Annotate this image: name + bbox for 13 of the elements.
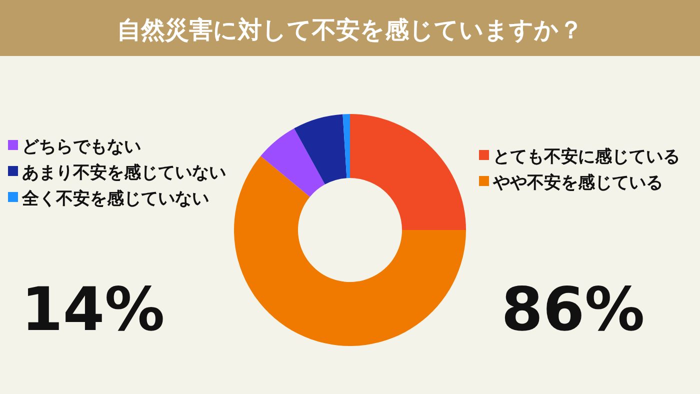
legend-label: 全く不安を感じていない — [21, 189, 209, 209]
legend-label: あまり不安を感じていない — [22, 163, 226, 183]
text: 14% — [21, 275, 165, 345]
donut-slice — [294, 114, 347, 184]
legend-label: やや不安を感じている — [492, 173, 663, 193]
chart-title: 自然災害に対して不安を感じていますか？ — [117, 16, 583, 44]
legend-label: とても不安に感じている — [493, 147, 680, 167]
legend-label: どちらでもない — [22, 137, 141, 157]
donut-slice — [342, 114, 350, 178]
donut-slice — [350, 114, 466, 230]
text: 86% — [501, 275, 645, 345]
donut-slice — [260, 128, 325, 197]
donut-slice — [234, 156, 466, 346]
